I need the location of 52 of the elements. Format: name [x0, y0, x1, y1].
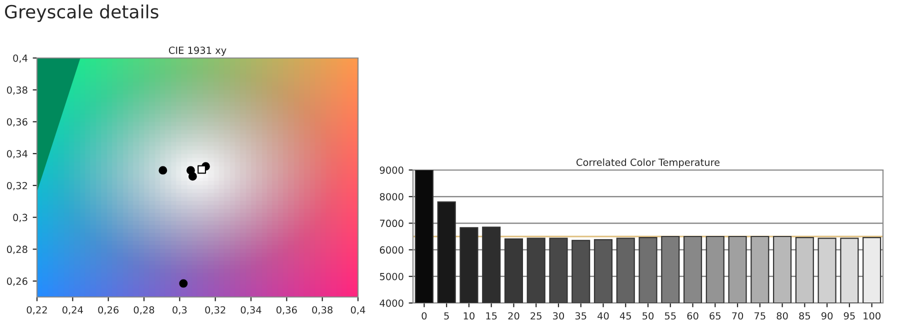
- text: Greyscale details: [5, 4, 158, 22]
- x-tick-label: 75: [754, 312, 766, 320]
- x-tick-label: 45: [620, 312, 631, 320]
- x-tick-label: 60: [687, 312, 698, 320]
- point: [158, 166, 168, 175]
- x-tick-label: 5: [444, 312, 449, 320]
- y-tick-label: 0,3: [13, 214, 28, 222]
- x-tick-label: 0,3: [172, 306, 187, 315]
- y-tick-label: 6000: [380, 246, 404, 254]
- x-tick-label: 65: [710, 312, 720, 320]
- chart-title: Correlated Color Temperature: [576, 158, 720, 168]
- chart-title: CIE 1931 xy: [168, 46, 226, 56]
- x-tick-label: 100: [864, 312, 880, 320]
- x-tick-label: 50: [642, 312, 654, 320]
- x-tick-label: 35: [575, 312, 586, 320]
- x-tick-label: 0,26: [98, 306, 119, 315]
- x-tick-label: 85: [799, 312, 810, 320]
- y-tick-label: 7000: [380, 220, 404, 228]
- y-tick-label: 0,26: [6, 278, 28, 286]
- x-tick-label: 80: [776, 312, 788, 320]
- point: [188, 172, 197, 181]
- x-tick-label: 0,36: [276, 306, 297, 315]
- x-tick-label: 10: [464, 312, 474, 320]
- point: [179, 279, 188, 288]
- x-tick-label: 0,38: [312, 306, 332, 315]
- y-tick-label: 0,34: [6, 150, 28, 158]
- y-tick-label: 8000: [380, 193, 404, 200]
- x-tick-label: 40: [598, 312, 609, 320]
- x-tick-label: 55: [664, 312, 676, 320]
- x-tick-label: 70: [732, 312, 744, 320]
- y-tick-label: 0,36: [6, 118, 28, 127]
- y-tick-label: 0,38: [6, 86, 28, 95]
- y-tick-label: 0,4: [13, 54, 28, 63]
- x-tick-label: 20: [508, 312, 520, 320]
- x-tick-label: 95: [844, 312, 855, 320]
- x-tick-label: 0,34: [240, 306, 262, 315]
- x-tick-label: 0,4: [350, 306, 366, 315]
- point: [198, 165, 206, 174]
- y-tick-label: 0,28: [6, 246, 28, 254]
- x-tick-label: 25: [530, 312, 542, 320]
- y-tick-label: 0,32: [6, 182, 27, 190]
- y-tick-label: 5000: [380, 272, 404, 280]
- y-tick-label: 9000: [380, 166, 404, 174]
- x-tick-label: 90: [821, 312, 833, 320]
- x-tick-label: 30: [553, 312, 564, 320]
- x-tick-label: 0: [422, 312, 427, 320]
- x-tick-label: 0,28: [134, 306, 154, 315]
- x-tick-label: 15: [486, 312, 497, 320]
- x-tick-label: 0,22: [26, 306, 47, 315]
- x-tick-label: 0,32: [205, 306, 226, 315]
- x-tick-label: 0,24: [62, 306, 83, 315]
- y-tick-label: 4000: [380, 299, 404, 307]
